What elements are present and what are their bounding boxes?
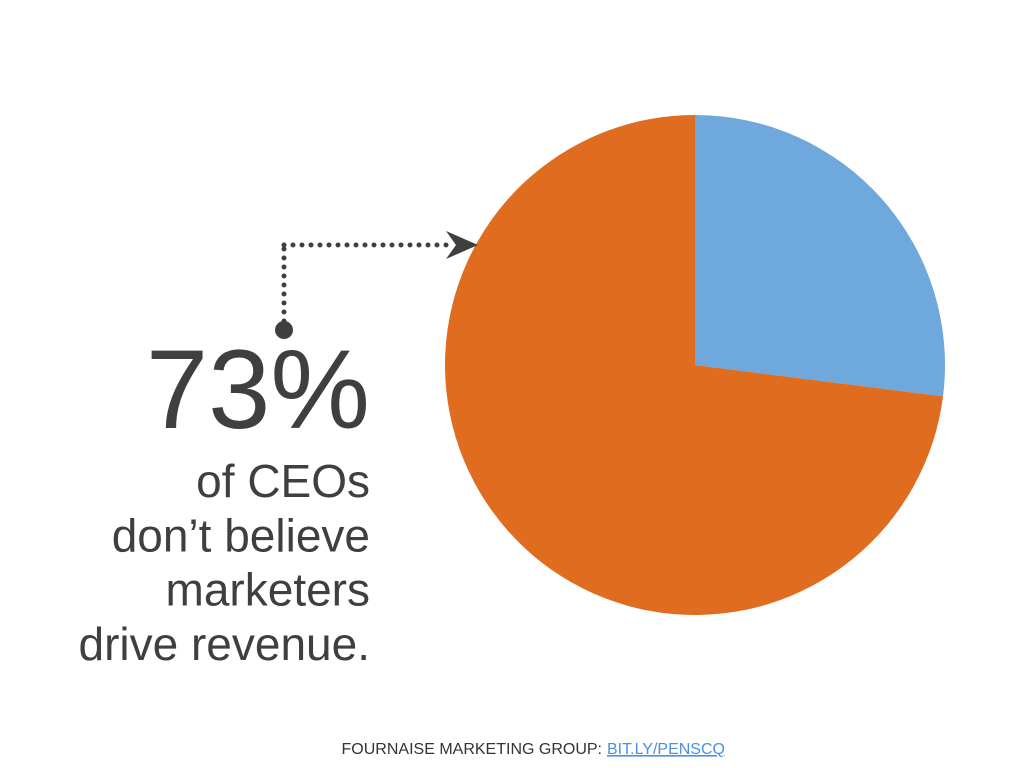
- arrowhead: [446, 231, 478, 259]
- connector-dot: [275, 321, 293, 339]
- annotation-line: drive revenue.: [79, 618, 371, 670]
- annotation-line: don’t believe: [112, 509, 370, 561]
- value-label: 73%: [146, 327, 370, 452]
- annotation-line: of CEOs: [196, 455, 370, 507]
- pie-slice: [695, 115, 946, 397]
- annotation-line: marketers: [166, 564, 370, 616]
- source-link[interactable]: BIT.LY/PENSCQ: [607, 741, 725, 758]
- pie-slice: [445, 115, 944, 615]
- source-text: FOURNAISE MARKETING GROUP:: [342, 741, 602, 758]
- pie-chart: [445, 115, 946, 615]
